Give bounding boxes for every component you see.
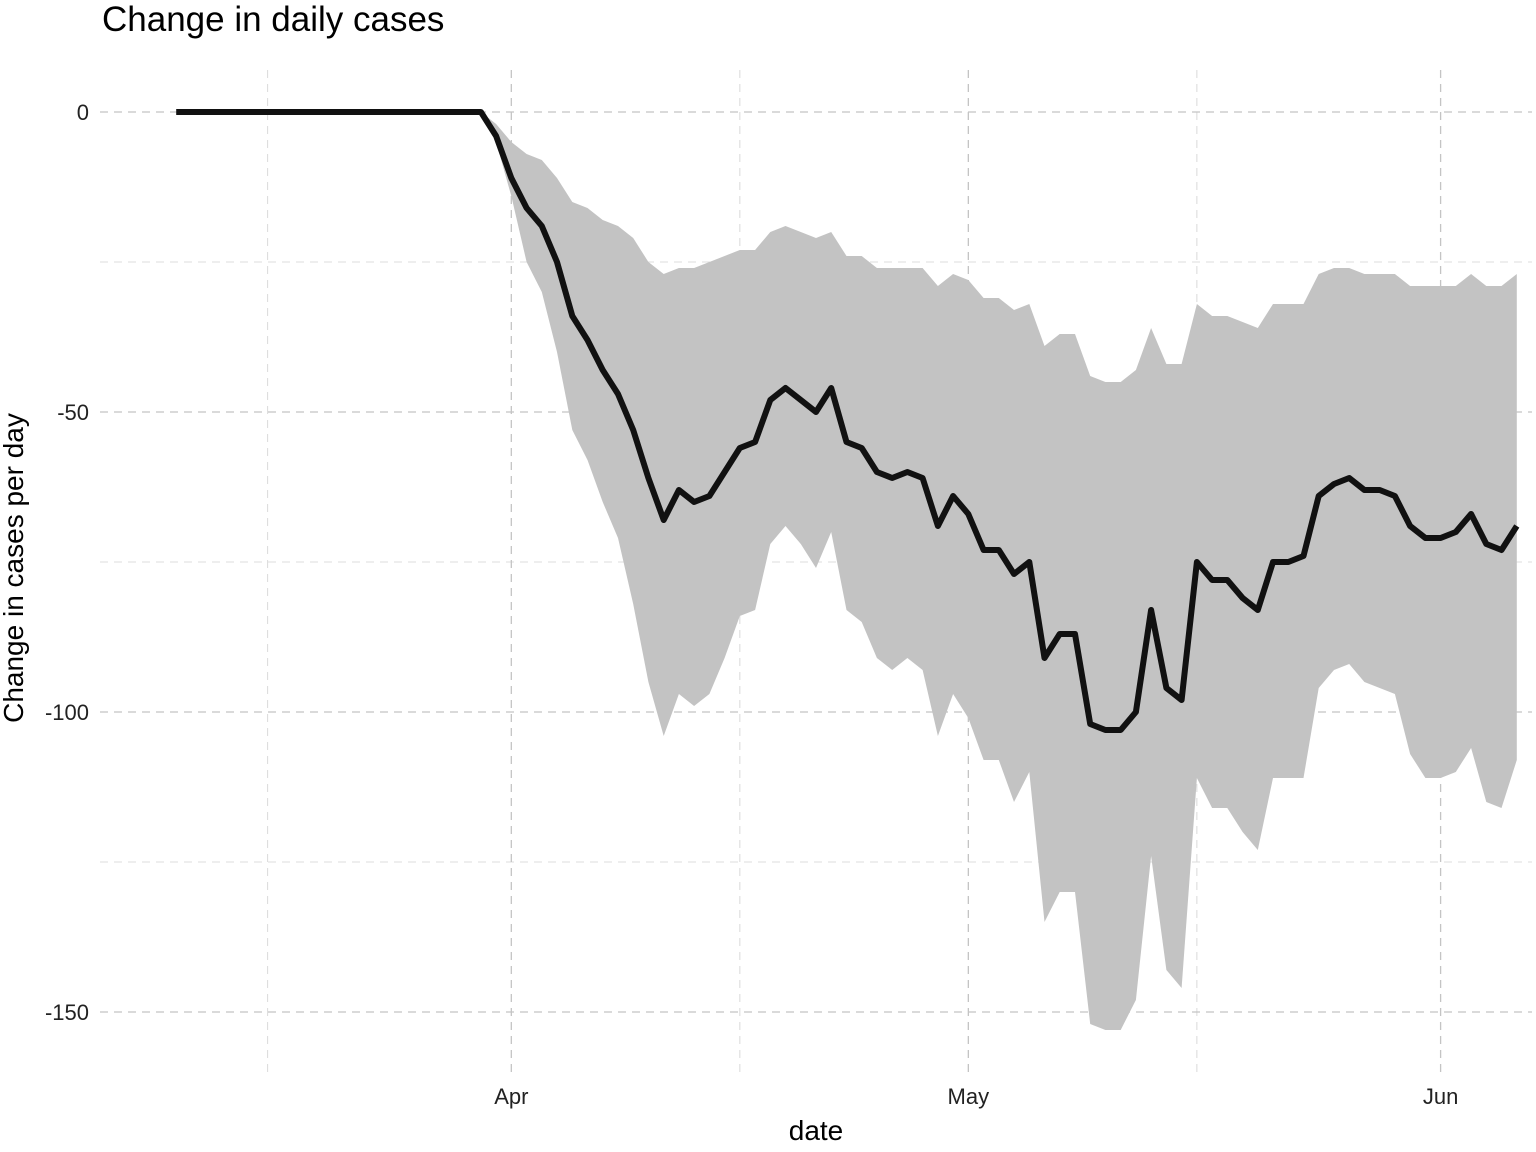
y-tick-label-3: -150 bbox=[45, 1000, 89, 1025]
y-tick-label-1: -50 bbox=[57, 400, 89, 425]
y-tick-label-2: -100 bbox=[45, 700, 89, 725]
tick-layer: 0 -50 -100 -150 Apr May Jun bbox=[45, 100, 1458, 1109]
x-tick-label-2: Jun bbox=[1423, 1084, 1458, 1109]
band-layer bbox=[176, 112, 1517, 1030]
line-layer bbox=[176, 109, 1520, 733]
confidence-band-0 bbox=[176, 112, 1517, 1030]
x-axis-title: date bbox=[789, 1115, 844, 1146]
chart-title: Change in daily cases bbox=[102, 0, 444, 39]
series-line-0 bbox=[176, 109, 1520, 733]
y-axis-title: Change in cases per day bbox=[0, 413, 29, 723]
x-tick-label-0: Apr bbox=[494, 1084, 528, 1109]
y-tick-label-0: 0 bbox=[77, 100, 89, 125]
x-tick-label-1: May bbox=[948, 1084, 990, 1109]
